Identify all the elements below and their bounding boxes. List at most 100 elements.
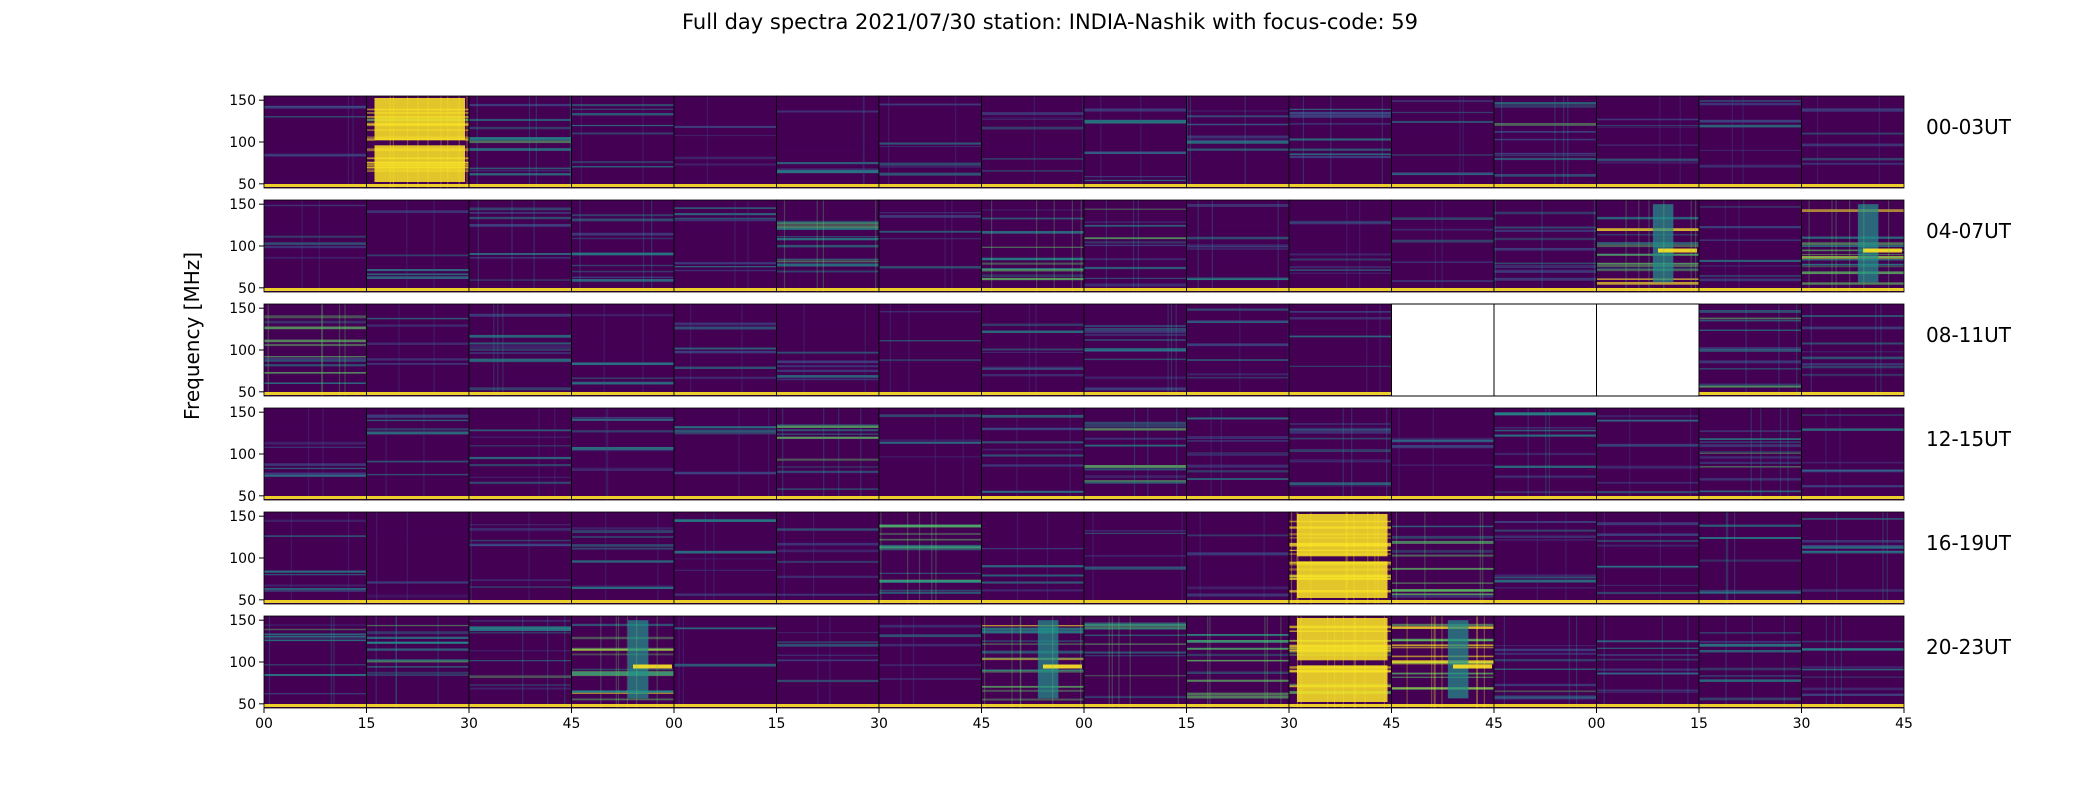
spectrum-streak xyxy=(322,408,324,500)
calibration-strip xyxy=(879,704,982,707)
spectrum-band xyxy=(1699,667,1802,671)
spectrum-band xyxy=(674,262,777,265)
spectrum-band xyxy=(366,641,469,644)
spectrum-band xyxy=(264,105,367,109)
spectrum-band xyxy=(1494,587,1597,589)
spectrum-band xyxy=(1699,675,1802,677)
spectrum-band xyxy=(879,697,982,701)
spectrum-streak xyxy=(1603,616,1605,708)
spectrum-band xyxy=(469,436,572,438)
spectrum-streak xyxy=(603,304,605,396)
spectrum-band xyxy=(469,215,572,217)
spectrum-band xyxy=(1801,428,1904,431)
spectrum-panel xyxy=(1186,512,1289,604)
spectrum-streak xyxy=(1689,408,1692,500)
spectrum-band xyxy=(571,544,674,546)
spectrum-band xyxy=(1801,242,1904,246)
spectrum-band xyxy=(571,536,674,538)
spectrum-streak xyxy=(783,512,785,604)
spectrum-band xyxy=(1801,544,1904,546)
spectrum-band xyxy=(1084,277,1187,279)
spectrum-streak xyxy=(1459,96,1461,188)
calibration-strip xyxy=(1391,704,1494,707)
spectrum-streak xyxy=(1545,408,1547,500)
spectrum-band xyxy=(366,314,469,317)
spectrum-band xyxy=(1186,110,1289,112)
calibration-strip xyxy=(1084,392,1187,395)
spectrum-streak xyxy=(433,304,435,396)
spectrum-panel xyxy=(776,304,879,396)
spectrum-band xyxy=(1084,437,1187,440)
spectrum-band xyxy=(264,588,367,591)
spectrum-band xyxy=(674,664,777,667)
spectrum-streak xyxy=(321,304,323,396)
calibration-strip xyxy=(1084,184,1187,187)
spectrum-band xyxy=(366,363,469,365)
spectrum-panel xyxy=(571,512,674,604)
spectrum-band xyxy=(1186,248,1289,250)
spectrum-band xyxy=(981,368,1084,370)
calibration-strip xyxy=(1801,600,1904,603)
spectrum-band xyxy=(366,357,469,359)
spectrum-band xyxy=(674,228,777,230)
spectrum-panel xyxy=(674,96,777,188)
spectrum-band xyxy=(776,110,879,113)
row-time-label: 00-03UT xyxy=(1926,115,2012,139)
spectrum-streak xyxy=(1374,512,1376,604)
spectrum-band xyxy=(264,159,367,162)
spectrum-band xyxy=(776,224,879,227)
spectrum-band xyxy=(1186,361,1289,364)
spectrum-band xyxy=(981,630,1084,633)
spectrum-band xyxy=(469,387,572,391)
spectrum-streak xyxy=(1808,200,1810,292)
burst-gap xyxy=(374,140,465,146)
spectrum-streak xyxy=(1176,408,1178,500)
y-tick-label: 150 xyxy=(229,93,256,109)
spectrum-band xyxy=(981,464,1084,467)
spectrum-band xyxy=(1084,624,1187,627)
spectrum-band xyxy=(1391,173,1494,176)
spectrum-streak xyxy=(642,96,644,188)
spectrum-band xyxy=(1699,441,1802,443)
y-tick-label: 50 xyxy=(238,177,256,193)
spectrum-band xyxy=(776,369,879,372)
spectrum-band xyxy=(981,462,1084,466)
spectrum-band xyxy=(1699,438,1802,440)
spectrum-streak xyxy=(1209,616,1211,708)
spectrum-band xyxy=(264,111,367,115)
spectrum-band xyxy=(1186,135,1289,139)
spectrum-streak xyxy=(1603,512,1605,604)
spectrum-streak xyxy=(1310,512,1312,604)
spectrum-streak xyxy=(935,512,937,604)
burst-gap xyxy=(1297,556,1388,562)
spectrum-streak xyxy=(955,96,957,188)
spectrum-streak xyxy=(642,304,644,396)
spectrum-band xyxy=(776,471,879,474)
spectrum-band xyxy=(366,586,469,589)
spectrum-band xyxy=(1494,131,1597,133)
panel-border xyxy=(1801,615,1905,709)
spectrum-band xyxy=(469,524,572,526)
spectrum-band xyxy=(469,528,572,530)
spectrum-band xyxy=(264,179,367,182)
spectrum-streak xyxy=(607,408,609,500)
spectrum-band xyxy=(264,441,367,445)
spectrum-band xyxy=(1186,347,1289,350)
spectrum-band xyxy=(674,213,777,216)
spectrum-band xyxy=(1801,143,1904,147)
spectrum-band xyxy=(571,339,674,343)
spectrum-band xyxy=(674,628,777,632)
spectrum-band xyxy=(571,585,674,587)
spectrum-band xyxy=(1084,469,1187,471)
spectrum-streak xyxy=(307,408,310,500)
spectrum-band xyxy=(879,266,982,269)
spectrum-streak xyxy=(862,96,864,188)
spectrum-band xyxy=(674,125,777,128)
calibration-strip xyxy=(1494,600,1597,603)
spectrum-band xyxy=(1289,485,1392,487)
spectrum-band xyxy=(1801,326,1904,330)
spectrum-band xyxy=(469,334,572,338)
calibration-strip xyxy=(366,600,469,603)
spectrum-band xyxy=(1391,582,1494,584)
spectrum-panel xyxy=(1494,616,1597,708)
